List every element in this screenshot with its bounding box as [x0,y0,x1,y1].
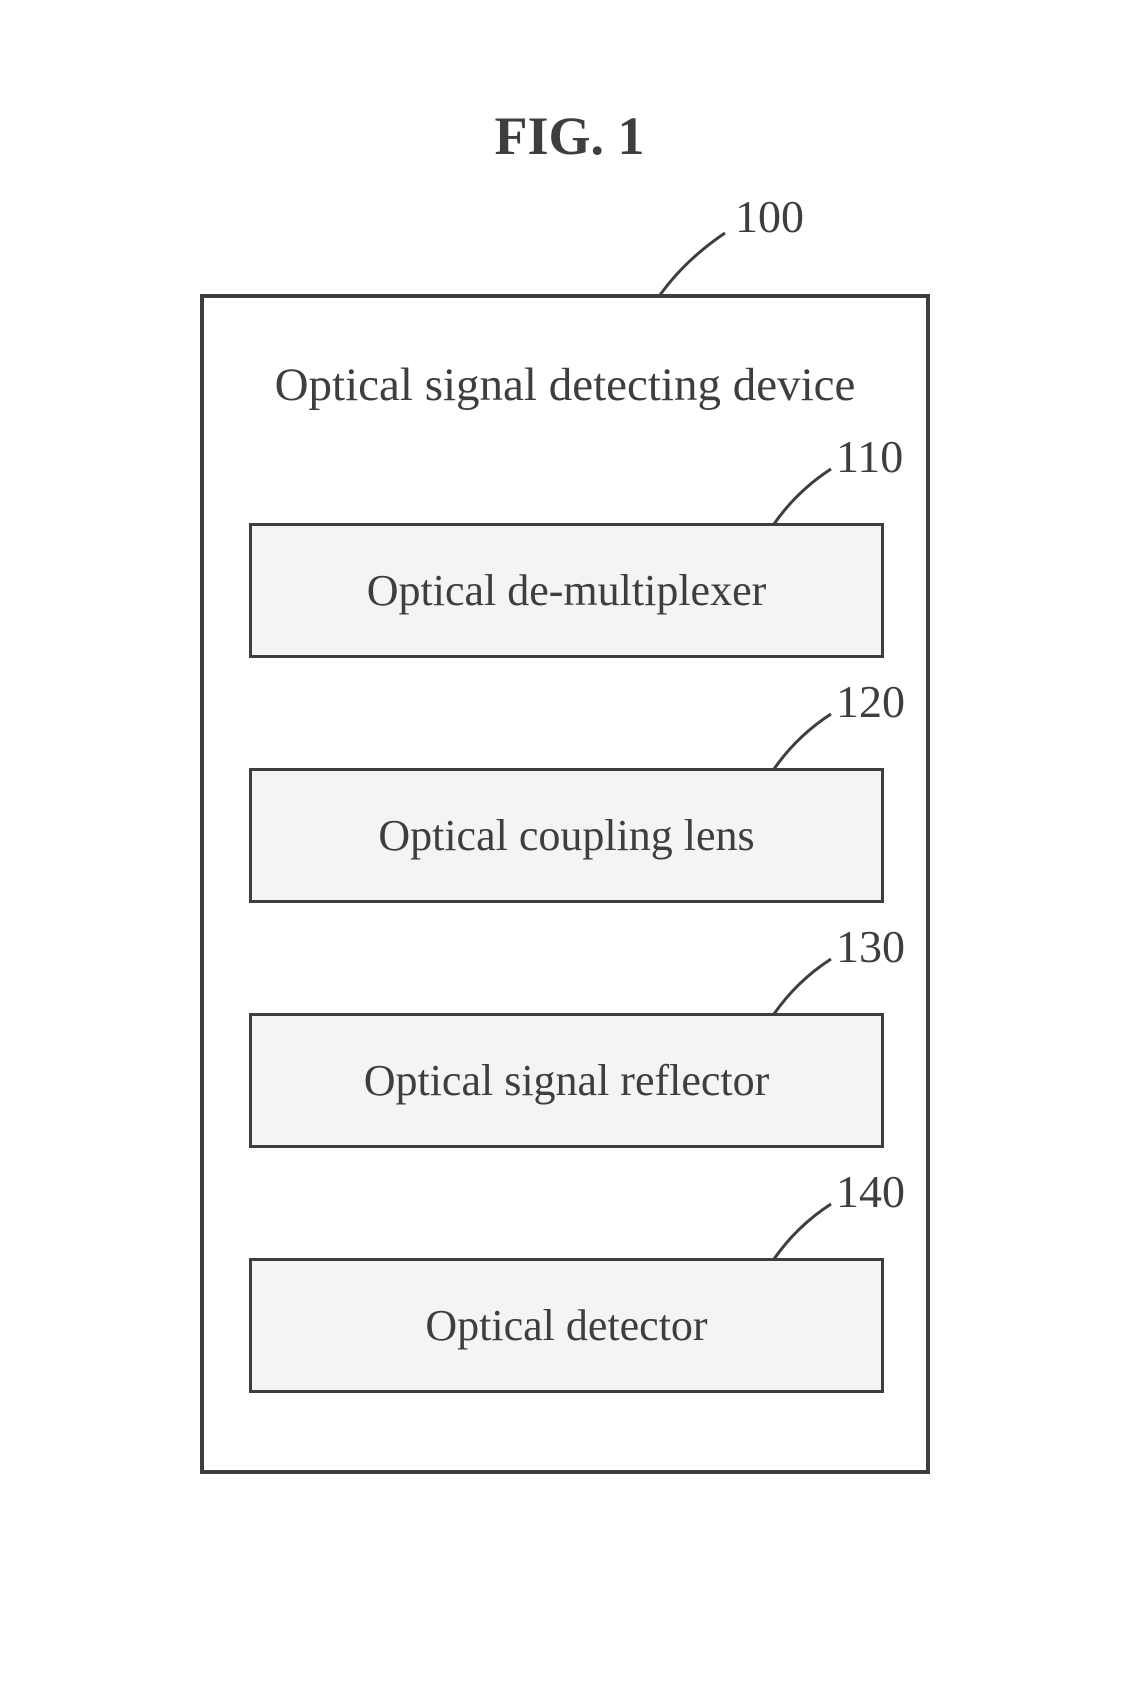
sub-box-demultiplexer: Optical de-multiplexer [249,523,884,658]
sub-box-label: Optical coupling lens [378,810,754,861]
sub-box-coupling-lens: Optical coupling lens [249,768,884,903]
refnum-110: 110 [836,430,903,483]
sub-box-label: Optical signal reflector [364,1055,770,1106]
refnum-130: 130 [836,920,905,973]
refnum-140: 140 [836,1165,905,1218]
sub-box-detector: Optical detector [249,1258,884,1393]
figure-title: FIG. 1 [0,105,1139,167]
sub-box-label: Optical detector [425,1300,707,1351]
main-box: Optical signal detecting device 110 Opti… [200,294,930,1474]
sub-box-reflector: Optical signal reflector [249,1013,884,1148]
refnum-100: 100 [735,190,804,243]
refnum-120: 120 [836,675,905,728]
sub-box-label: Optical de-multiplexer [367,565,767,616]
main-box-label: Optical signal detecting device [204,358,926,412]
